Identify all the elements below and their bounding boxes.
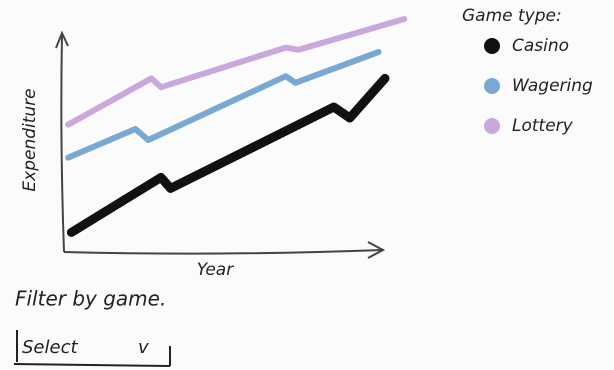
filter-label: Filter by game. [15,287,166,311]
select-dropdown[interactable]: Select v [13,330,171,367]
legend-label: Wagering [512,76,593,96]
series-line [65,16,408,128]
legend-swatch [484,38,500,54]
x-axis [63,249,383,255]
legend-swatch [484,118,500,134]
series-line [66,73,390,237]
y-axis [60,34,65,253]
y-axis-label: Expenditure [20,88,40,191]
legend-swatch [484,78,500,94]
series-line [65,49,382,161]
legend-title: Game type: [462,6,562,26]
x-axis-arrow [367,241,386,259]
y-axis-arrow [55,30,69,49]
legend-label: Lottery [512,116,574,136]
select-box [13,330,171,367]
select-arrow[interactable]: v [138,337,149,358]
x-axis-label: Year [197,260,234,280]
legend-label: Casino [512,36,569,56]
select-text[interactable]: Select [22,337,78,358]
